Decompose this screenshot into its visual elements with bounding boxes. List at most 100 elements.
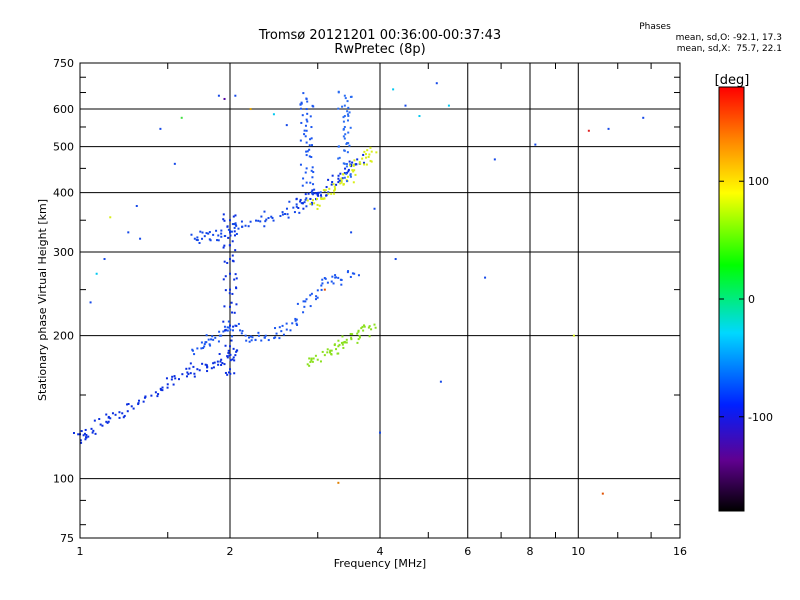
data-point xyxy=(166,386,169,389)
data-point xyxy=(363,325,366,328)
data-point xyxy=(330,353,333,356)
data-point xyxy=(229,353,232,356)
data-point xyxy=(306,199,309,202)
data-point xyxy=(227,351,230,354)
data-point xyxy=(186,371,189,374)
data-point xyxy=(341,177,344,180)
data-point xyxy=(265,218,268,221)
data-point xyxy=(84,438,87,441)
data-point xyxy=(447,104,450,107)
data-point xyxy=(220,235,223,238)
data-point xyxy=(344,167,347,170)
data-point xyxy=(296,323,299,326)
data-point xyxy=(301,202,304,205)
data-point xyxy=(233,230,236,233)
data-point xyxy=(356,332,359,335)
chart-subtitle: RwPretec (8p) xyxy=(334,42,426,57)
data-point xyxy=(301,114,304,117)
data-point xyxy=(274,336,277,339)
data-point xyxy=(309,203,312,206)
data-point xyxy=(320,288,323,291)
data-point xyxy=(200,347,203,350)
data-point xyxy=(285,124,288,127)
data-point xyxy=(349,275,352,278)
data-point xyxy=(293,211,296,214)
data-point xyxy=(309,361,312,364)
data-point xyxy=(248,336,251,339)
data-point xyxy=(334,187,337,190)
data-point xyxy=(394,258,397,261)
data-point xyxy=(191,349,194,352)
data-point xyxy=(161,389,164,392)
data-point xyxy=(534,143,537,146)
data-point xyxy=(316,296,319,299)
data-point xyxy=(241,225,244,228)
data-point xyxy=(251,336,254,339)
data-point xyxy=(333,192,336,195)
data-point xyxy=(222,278,225,281)
data-point xyxy=(357,330,360,333)
data-point xyxy=(369,159,372,162)
data-point xyxy=(337,276,340,279)
data-point xyxy=(216,239,219,242)
data-point xyxy=(207,338,210,341)
data-point xyxy=(343,115,346,118)
data-point xyxy=(342,135,345,138)
data-point xyxy=(234,273,237,276)
data-point xyxy=(319,194,322,197)
data-point xyxy=(364,153,367,156)
data-point xyxy=(137,399,140,402)
data-point xyxy=(234,224,237,227)
data-point xyxy=(357,274,360,277)
y-tick-label: 75 xyxy=(60,532,74,545)
data-point xyxy=(205,341,208,344)
data-point xyxy=(344,97,347,100)
data-point xyxy=(288,200,291,203)
data-point xyxy=(234,222,237,225)
data-point xyxy=(339,172,342,175)
data-point xyxy=(224,234,227,237)
data-point xyxy=(286,213,289,216)
data-point xyxy=(350,336,353,339)
data-point xyxy=(366,149,369,152)
data-point xyxy=(233,311,236,314)
data-point xyxy=(322,189,325,192)
data-point xyxy=(195,238,198,241)
data-point xyxy=(235,287,238,290)
data-point xyxy=(229,231,231,234)
data-point xyxy=(305,108,308,111)
data-point xyxy=(345,172,348,175)
data-point xyxy=(587,129,590,132)
data-point xyxy=(319,360,322,363)
data-point xyxy=(217,340,220,343)
data-point xyxy=(306,112,309,115)
data-point xyxy=(285,328,288,331)
data-point xyxy=(234,94,237,97)
data-point xyxy=(332,183,335,186)
data-point xyxy=(267,339,270,342)
data-point xyxy=(173,162,176,165)
data-point xyxy=(308,148,311,151)
data-point xyxy=(340,179,343,182)
data-point xyxy=(201,231,204,234)
data-point xyxy=(351,272,354,275)
data-point xyxy=(312,357,315,360)
data-point xyxy=(201,362,204,365)
data-point xyxy=(203,343,206,346)
y-tick-label: 400 xyxy=(53,187,74,200)
data-point xyxy=(340,181,343,184)
data-point xyxy=(107,415,110,418)
data-point xyxy=(289,329,292,332)
data-point xyxy=(89,301,92,304)
data-point xyxy=(335,348,338,351)
data-point xyxy=(201,237,204,240)
data-point xyxy=(123,414,126,417)
data-point xyxy=(94,432,97,435)
data-point xyxy=(321,278,324,281)
data-point xyxy=(338,343,341,346)
data-point xyxy=(304,193,307,196)
data-point xyxy=(229,305,231,308)
data-point xyxy=(217,234,220,237)
data-point xyxy=(218,330,221,333)
data-point xyxy=(330,349,333,352)
